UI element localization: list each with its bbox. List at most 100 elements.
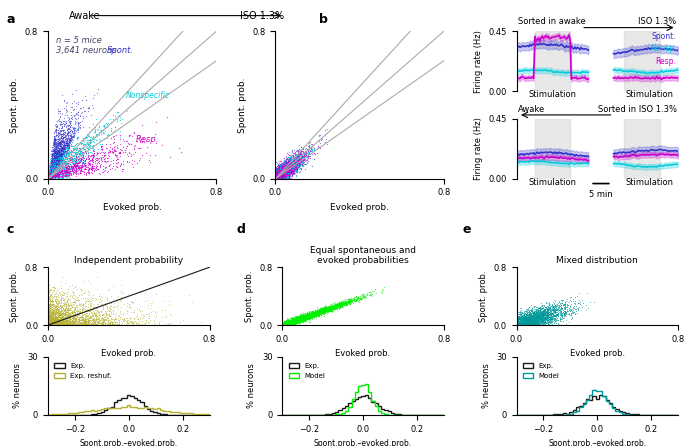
Point (66, 322, 77, 329)
Point (290, 317, 301, 324)
Point (270, 169, 281, 177)
Point (331, 302, 342, 309)
Point (47, 158, 58, 165)
Point (274, 173, 285, 180)
Point (51, 149, 62, 156)
Point (316, 309, 327, 316)
Point (50, 162, 61, 169)
Point (159, 314, 170, 321)
Point (511, 316, 522, 323)
Point (55, 149, 66, 156)
Point (282, 165, 293, 172)
Point (48, 157, 59, 164)
Point (270, 165, 281, 173)
Point (519, 319, 530, 326)
Point (66, 115, 77, 122)
Point (306, 314, 317, 322)
Point (271, 169, 282, 176)
Point (553, 311, 564, 318)
Point (270, 172, 281, 179)
Point (45, 290, 56, 297)
Point (66, 148, 77, 155)
Point (54, 318, 65, 325)
Point (340, 300, 351, 307)
Point (273, 175, 284, 182)
Point (518, 322, 529, 329)
Point (46, 322, 57, 329)
Point (92, 149, 103, 157)
Point (68, 157, 79, 164)
Point (55, 165, 66, 172)
Point (534, 320, 545, 327)
Point (60, 301, 71, 308)
Point (79, 147, 90, 154)
Point (107, 132, 118, 140)
Point (279, 170, 290, 178)
Point (286, 315, 297, 322)
Point (271, 173, 282, 180)
Point (45, 172, 56, 179)
Point (515, 322, 526, 329)
Point (73, 154, 84, 161)
Point (53, 155, 64, 162)
Point (270, 169, 281, 177)
Point (567, 306, 578, 314)
Point (51, 157, 62, 164)
Point (54, 163, 65, 170)
Point (549, 319, 560, 326)
Point (56, 314, 67, 321)
Point (523, 310, 534, 318)
Point (299, 315, 310, 322)
Point (521, 318, 532, 325)
Point (289, 321, 300, 328)
Point (70, 319, 81, 326)
Point (301, 148, 312, 155)
Point (49, 166, 60, 173)
Point (290, 318, 301, 325)
Point (303, 312, 314, 319)
Point (288, 152, 299, 159)
Point (350, 297, 361, 304)
Point (279, 159, 290, 166)
Point (294, 314, 305, 321)
Point (135, 314, 146, 321)
Point (57, 149, 68, 156)
Point (52, 302, 63, 309)
Point (92, 318, 103, 326)
Point (62, 314, 73, 321)
Point (53, 117, 64, 124)
Point (286, 156, 297, 163)
Point (306, 312, 317, 319)
Point (308, 312, 319, 319)
Point (534, 313, 545, 320)
Point (516, 320, 527, 327)
Point (342, 299, 353, 306)
Point (73, 170, 84, 177)
Point (270, 175, 281, 182)
Point (70, 312, 81, 319)
Point (81, 320, 92, 327)
Point (279, 319, 290, 326)
Point (303, 153, 314, 160)
Point (48, 148, 59, 155)
Point (280, 319, 291, 326)
Point (49, 165, 60, 173)
Point (277, 165, 288, 172)
Point (62, 314, 73, 322)
Point (94, 155, 105, 162)
Point (308, 311, 319, 318)
Point (278, 167, 289, 174)
Point (277, 171, 288, 178)
Point (60, 173, 71, 180)
Point (557, 306, 568, 313)
Point (47, 170, 58, 178)
Point (52, 310, 63, 318)
Point (534, 319, 545, 326)
Point (270, 175, 281, 182)
Point (88, 125, 99, 132)
Point (47, 165, 58, 172)
Point (46, 312, 57, 319)
Point (559, 312, 570, 319)
Point (61, 300, 72, 307)
Point (270, 175, 281, 182)
